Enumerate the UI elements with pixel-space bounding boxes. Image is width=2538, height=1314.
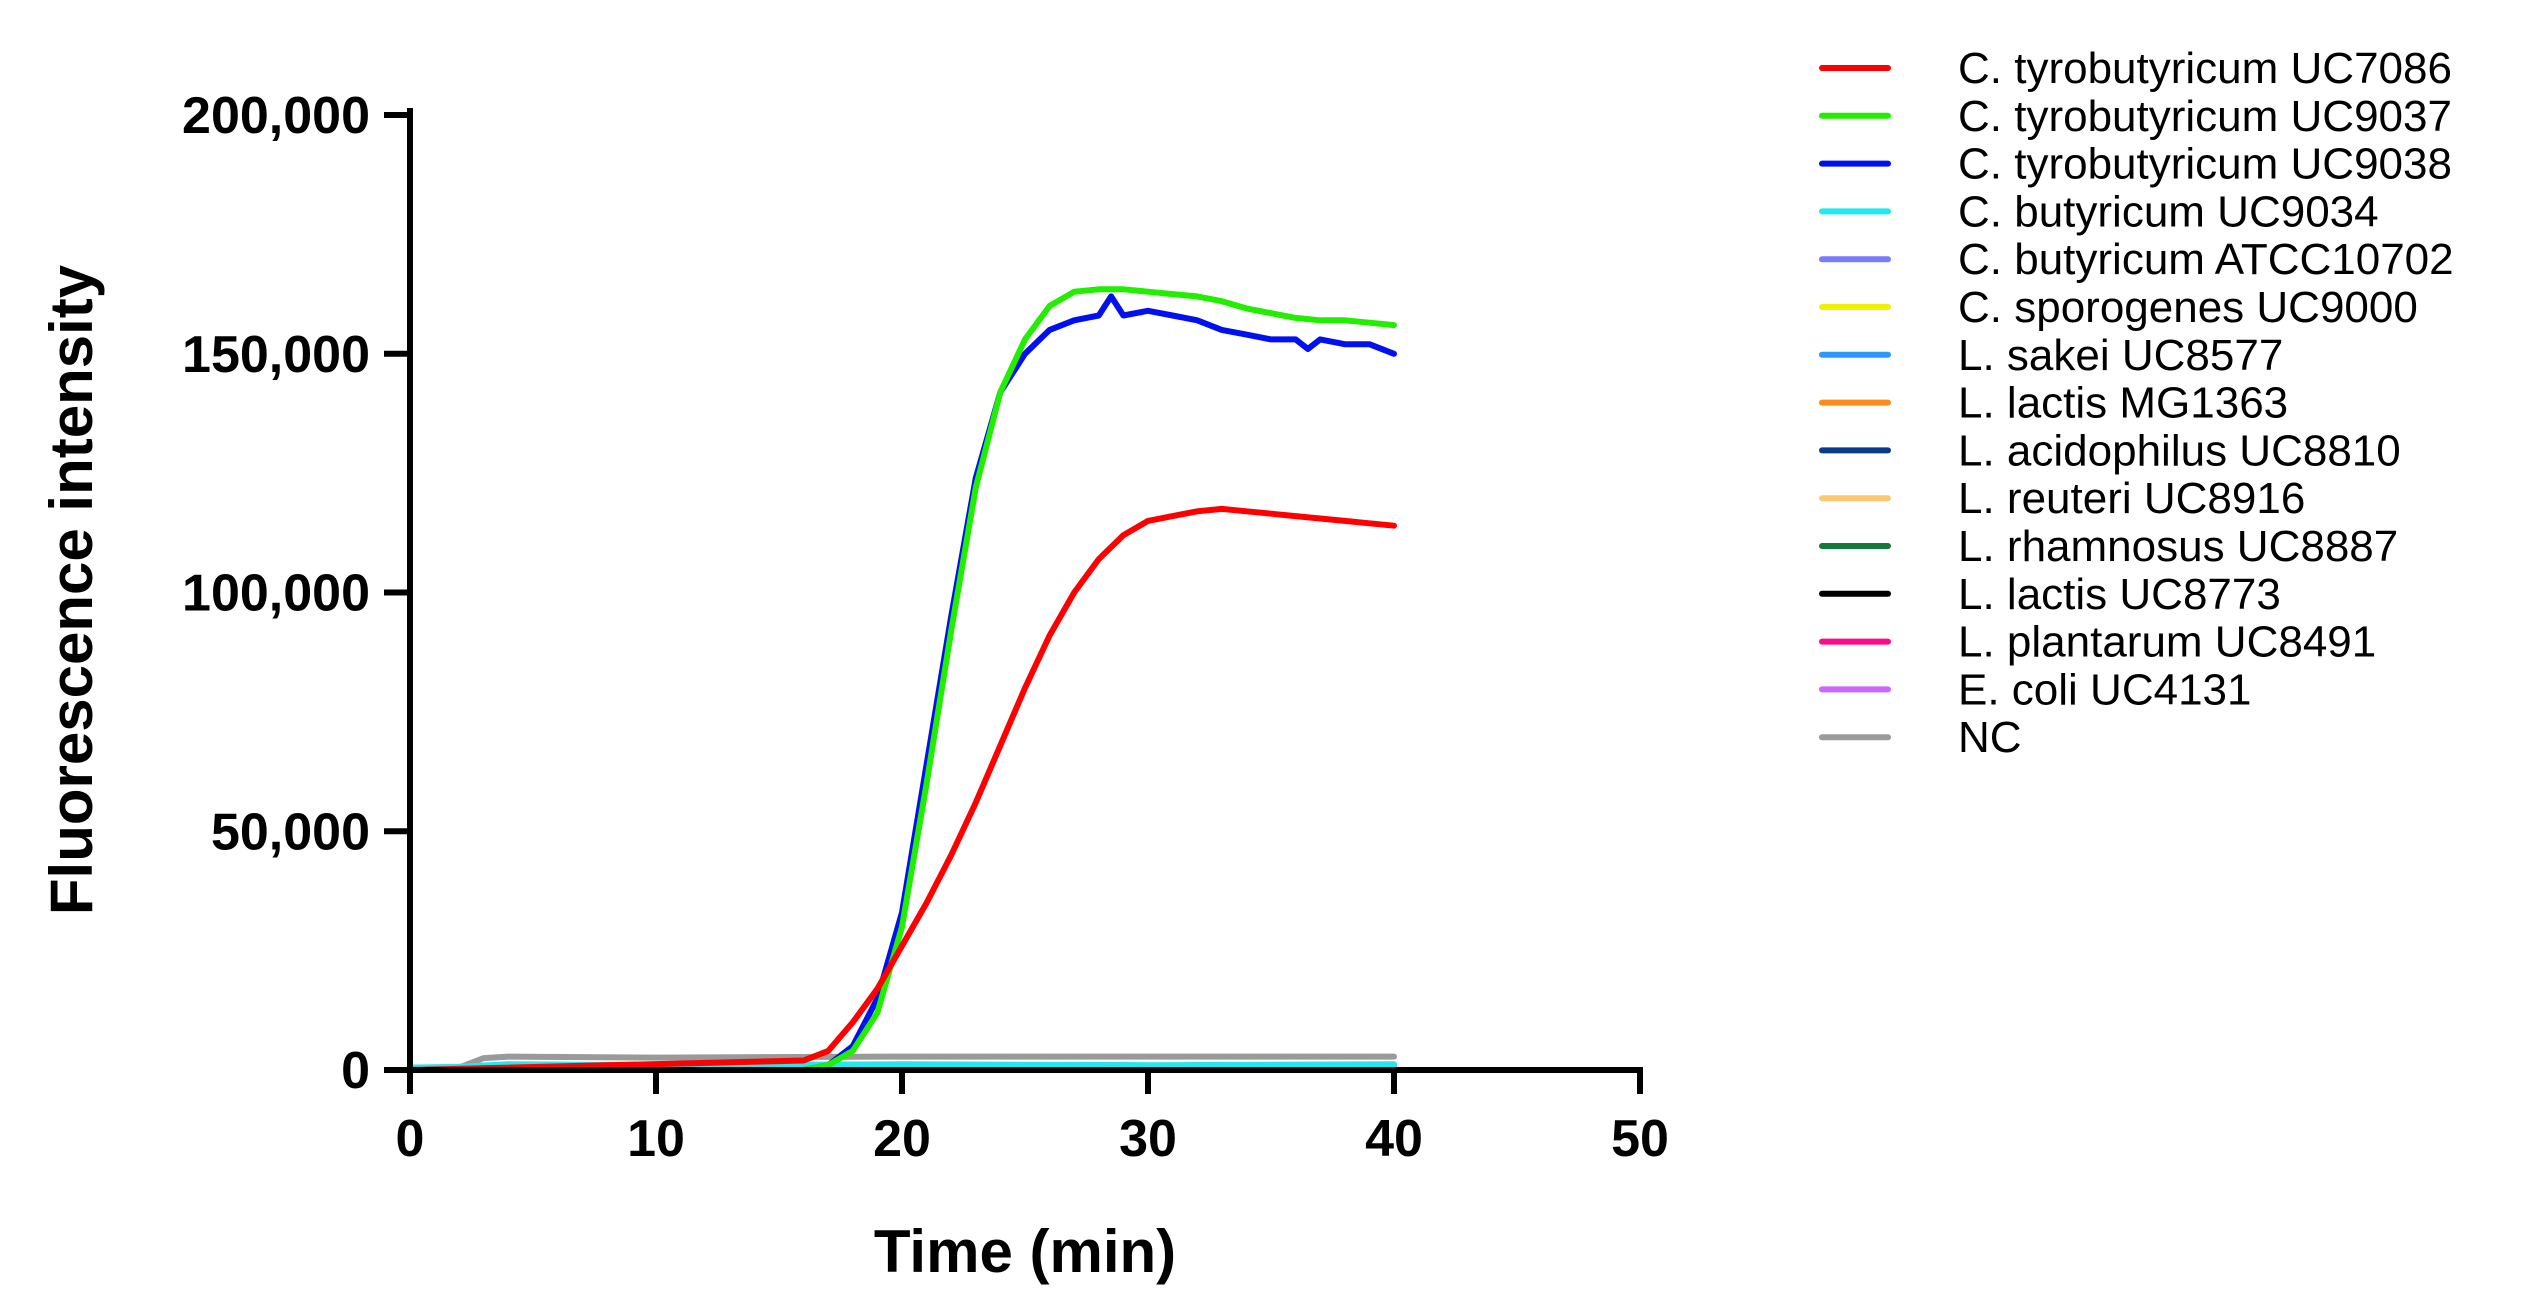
legend-label: C. tyrobutyricum UC9037 xyxy=(1958,92,2452,141)
y-tick-label: 200,000 xyxy=(182,87,370,145)
y-axis-title: Fluorescence intensity xyxy=(38,264,105,915)
legend-label: L. rhamnosus UC8887 xyxy=(1958,522,2398,571)
legend-label: C. sporogenes UC9000 xyxy=(1958,283,2418,332)
x-tick-label: 20 xyxy=(873,1110,931,1168)
x-axis-title: Time (min) xyxy=(874,1218,1176,1285)
series-line-2 xyxy=(407,293,1397,1073)
legend-label: L. plantarum UC8491 xyxy=(1958,618,2376,667)
legend-label: C. butyricum ATCC10702 xyxy=(1958,235,2454,284)
axes xyxy=(407,108,1643,1073)
plot-area xyxy=(407,286,1397,1073)
y-tick-label: 150,000 xyxy=(182,326,370,384)
y-ticks: 0 50,000 100,000 150,000 200,000 xyxy=(182,87,410,1100)
x-ticks: 0 10 20 30 40 50 xyxy=(396,1070,1669,1168)
legend-label: L. reuteri UC8916 xyxy=(1958,474,2305,523)
y-tick-label: 0 xyxy=(341,1042,370,1100)
legend-label: L. lactis UC8773 xyxy=(1958,570,2281,619)
y-tick-label: 50,000 xyxy=(211,803,370,861)
x-tick-label: 10 xyxy=(627,1110,685,1168)
y-tick-label: 100,000 xyxy=(182,565,370,623)
series-line-0 xyxy=(407,505,1397,1073)
legend-label: C. tyrobutyricum UC7086 xyxy=(1958,44,2452,93)
legend-label: C. butyricum UC9034 xyxy=(1958,187,2379,236)
x-tick-label: 40 xyxy=(1365,1110,1423,1168)
legend-label: E. coli UC4131 xyxy=(1958,665,2251,714)
legend-label: L. sakei UC8577 xyxy=(1958,331,2283,380)
legend-label: L. lactis MG1363 xyxy=(1958,379,2288,428)
x-tick-label: 30 xyxy=(1119,1110,1177,1168)
x-tick-label: 0 xyxy=(396,1110,425,1168)
series-line-1 xyxy=(407,286,1397,1073)
legend-label: L. acidophilus UC8810 xyxy=(1958,426,2401,475)
legend-label: NC xyxy=(1958,713,2022,762)
x-tick-label: 50 xyxy=(1611,1110,1669,1168)
legend-label: C. tyrobutyricum UC9038 xyxy=(1958,140,2452,189)
